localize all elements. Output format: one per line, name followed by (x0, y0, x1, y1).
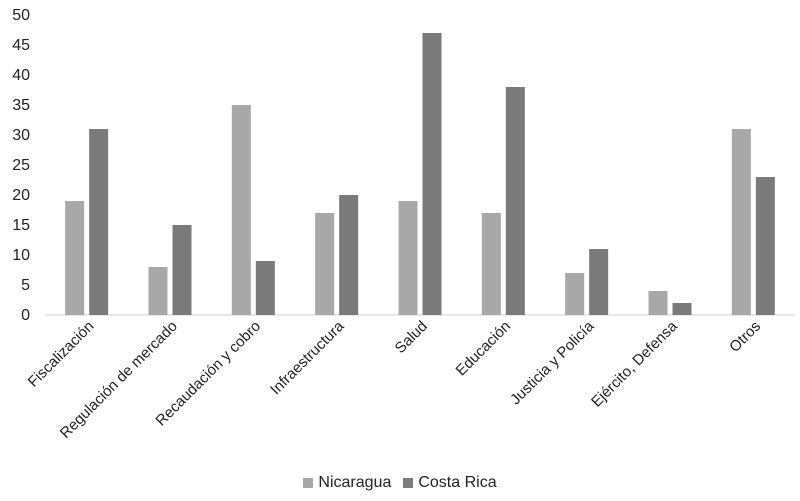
legend-label: Costa Rica (418, 474, 497, 491)
bar-costa-rica (172, 225, 192, 315)
bar-nicaragua (148, 267, 168, 315)
bar-nicaragua (565, 273, 585, 315)
y-tick-label: 50 (12, 7, 30, 24)
bar-costa-rica (255, 261, 275, 315)
y-axis: 0 5 10 15 20 25 30 35 40 45 50 (12, 7, 795, 324)
bar-costa-rica (89, 129, 109, 315)
bar-costa-rica (755, 177, 775, 315)
legend-swatch (303, 478, 314, 488)
x-tick-label: Infraestructura (267, 317, 348, 398)
bar-nicaragua (231, 105, 251, 315)
bar-nicaragua (731, 129, 751, 315)
x-tick-label: Fiscalización (25, 318, 98, 391)
x-tick-label: Justicia y Policía (507, 317, 598, 408)
x-tick-label: Salud (392, 318, 431, 357)
bar-nicaragua (315, 213, 335, 315)
legend-item: Nicaragua (303, 474, 391, 492)
y-tick-label: 20 (12, 187, 30, 204)
y-tick-label: 40 (12, 67, 30, 84)
y-tick-label: 45 (12, 37, 30, 54)
x-tick-label: Educación (453, 318, 515, 380)
legend-label: Nicaragua (318, 474, 392, 491)
y-tick-label: 35 (12, 97, 30, 114)
bar-costa-rica (339, 195, 359, 315)
bar-costa-rica (505, 87, 525, 315)
bar-costa-rica (422, 33, 442, 315)
bars (65, 33, 775, 315)
y-tick-label: 10 (12, 247, 30, 264)
y-tick-label: 25 (12, 157, 30, 174)
legend-item: Costa Rica (403, 474, 497, 492)
bar-nicaragua (65, 201, 85, 315)
legend: Nicaragua Costa Rica (0, 474, 800, 492)
legend-swatch (403, 478, 414, 488)
bar-nicaragua (398, 201, 418, 315)
bar-nicaragua (648, 291, 668, 315)
y-tick-label: 0 (21, 307, 30, 324)
bar-costa-rica (589, 249, 609, 315)
y-tick-label: 5 (21, 277, 30, 294)
bar-nicaragua (481, 213, 501, 315)
y-tick-label: 30 (12, 127, 30, 144)
bar-costa-rica (672, 303, 692, 315)
y-tick-label: 15 (12, 217, 30, 234)
x-tick-label: Ejército, Defensa (588, 317, 681, 410)
x-tick-label: Otros (726, 318, 764, 356)
